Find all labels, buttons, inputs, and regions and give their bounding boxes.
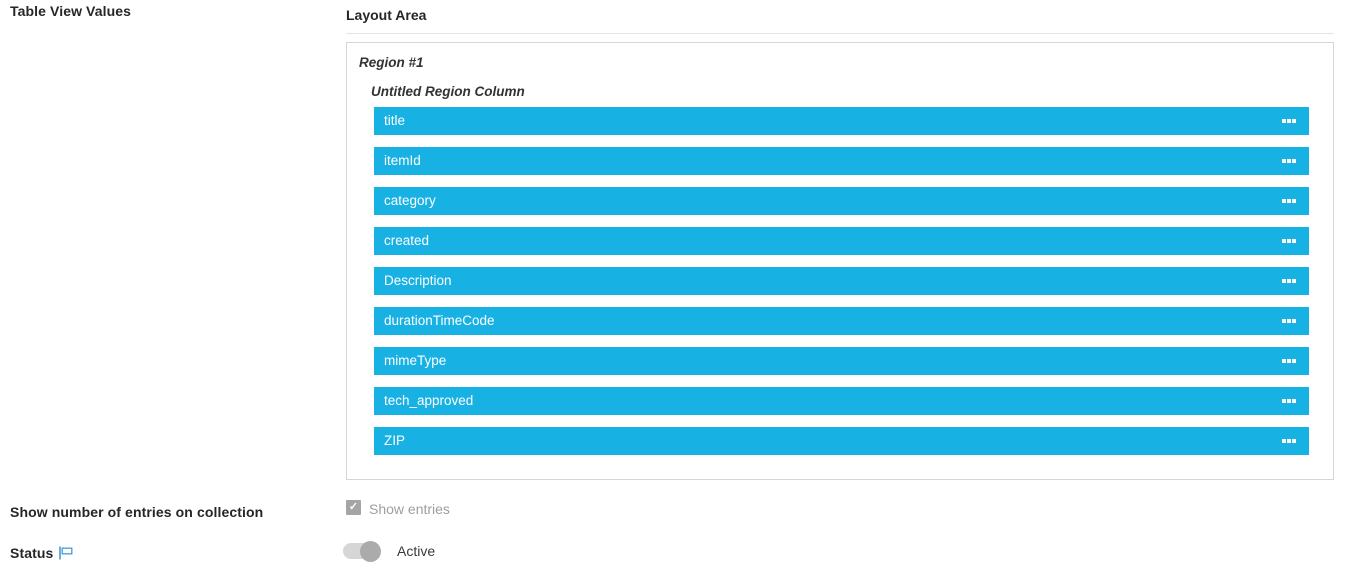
- field-bar[interactable]: itemId: [374, 147, 1309, 175]
- drag-handle-icon[interactable]: [1282, 119, 1296, 123]
- status-toggle-knob[interactable]: [360, 540, 381, 562]
- field-bar-label: tech_approved: [384, 393, 474, 408]
- show-entries-checkbox-label: Show entries: [369, 501, 450, 517]
- field-bar-label: created: [384, 233, 430, 248]
- region-title: Region #1: [359, 55, 424, 70]
- field-bar[interactable]: durationTimeCode: [374, 307, 1309, 335]
- field-bar-label: title: [384, 113, 406, 128]
- flag-icon: [59, 546, 73, 560]
- status-row: Status: [10, 545, 74, 563]
- field-bar[interactable]: Description: [374, 267, 1309, 295]
- drag-handle-icon[interactable]: [1282, 159, 1296, 163]
- drag-handle-icon[interactable]: [1282, 199, 1296, 203]
- drag-handle-icon[interactable]: [1282, 319, 1296, 323]
- layout-area-title: Layout Area: [346, 7, 427, 23]
- layout-area-box: Region #1 Untitled Region Column title i…: [346, 42, 1334, 480]
- field-bar-label: durationTimeCode: [384, 313, 495, 328]
- drag-handle-icon[interactable]: [1282, 239, 1296, 243]
- field-bar[interactable]: ZIP: [374, 427, 1309, 455]
- table-view-values-label: Table View Values: [10, 3, 132, 19]
- field-bar-label: category: [384, 193, 436, 208]
- field-bar[interactable]: created: [374, 227, 1309, 255]
- field-bar[interactable]: mimeType: [374, 347, 1309, 375]
- field-bar-label: itemId: [384, 153, 421, 168]
- status-toggle-label: Active: [397, 543, 436, 559]
- layout-area-divider: [346, 33, 1334, 34]
- show-entries-checkbox[interactable]: ✓: [346, 500, 361, 515]
- field-bar[interactable]: title: [374, 107, 1309, 135]
- field-bar[interactable]: tech_approved: [374, 387, 1309, 415]
- status-toggle[interactable]: [343, 540, 381, 562]
- drag-handle-icon[interactable]: [1282, 359, 1296, 363]
- field-bar-label: ZIP: [384, 433, 406, 448]
- show-entries-setting-label: Show number of entries on collection: [10, 504, 264, 520]
- drag-handle-icon[interactable]: [1282, 279, 1296, 283]
- field-bar-label: Description: [384, 273, 452, 288]
- drag-handle-icon[interactable]: [1282, 439, 1296, 443]
- status-label: Status: [10, 545, 54, 561]
- field-bar[interactable]: category: [374, 187, 1309, 215]
- field-bar-label: mimeType: [384, 353, 447, 368]
- region-column-title: Untitled Region Column: [371, 84, 525, 99]
- drag-handle-icon[interactable]: [1282, 399, 1296, 403]
- field-list: title itemId category created Descriptio…: [374, 107, 1309, 455]
